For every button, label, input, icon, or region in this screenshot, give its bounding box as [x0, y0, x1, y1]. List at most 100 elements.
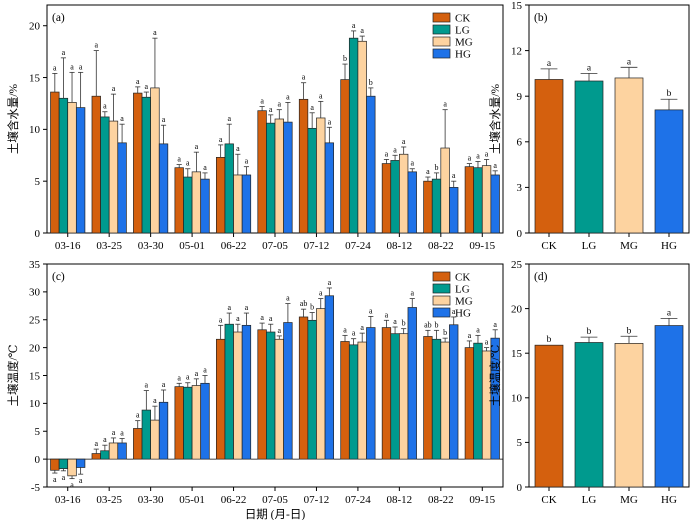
y-tick-label: -5 [31, 482, 41, 494]
significance-label: b [627, 326, 632, 336]
x-tick-label: 09-15 [469, 240, 495, 252]
legend-label: LG [455, 284, 470, 296]
bar [654, 325, 684, 488]
bar [407, 171, 417, 234]
bar [91, 453, 101, 460]
significance-label: a [103, 102, 107, 111]
significance-label: a [369, 306, 373, 315]
significance-label: a [53, 475, 57, 484]
y-tick-label: 15 [29, 72, 41, 84]
bar [50, 91, 60, 234]
significance-label: a [286, 92, 290, 101]
x-tick-label: 03-16 [55, 240, 81, 252]
legend-swatch [432, 271, 451, 282]
bar [340, 79, 350, 234]
y-tick-label: 10 [511, 393, 523, 405]
significance-label: a [79, 476, 83, 485]
bar [340, 341, 350, 460]
significance-label: a [260, 313, 264, 322]
legend-swatch [432, 36, 451, 47]
significance-label: a [452, 171, 456, 180]
significance-label: a [667, 308, 672, 318]
bar [50, 458, 60, 471]
significance-label: a [310, 103, 314, 112]
bar [283, 121, 293, 234]
bar [75, 458, 86, 468]
x-tick-label: 07-12 [304, 494, 330, 506]
significance-label: a [219, 315, 223, 324]
bar [274, 118, 284, 234]
legend-swatch [432, 307, 451, 318]
significance-label: ab [300, 299, 308, 308]
y-tick-label: 6 [517, 137, 523, 149]
y-tick-label: 25 [511, 259, 523, 271]
y-tick-label: 20 [511, 303, 523, 315]
significance-label: b [547, 335, 552, 345]
significance-label: a [328, 117, 332, 126]
significance-label: a [70, 62, 74, 71]
significance-label: b [343, 54, 347, 63]
x-tick-label: MG [620, 494, 638, 506]
significance-label: b [369, 78, 373, 87]
significance-label: a [136, 77, 140, 86]
significance-label: a [468, 331, 472, 340]
y-tick-label: 0 [517, 482, 523, 494]
bar [75, 107, 86, 234]
x-tick-label: 05-01 [179, 240, 205, 252]
significance-label: b [310, 303, 314, 312]
legend-label: HG [455, 308, 471, 320]
bar [324, 142, 335, 234]
x-tick-label: 05-01 [179, 494, 205, 506]
y-tick-label: 15 [29, 370, 41, 382]
bar [108, 120, 119, 234]
legend-swatch [432, 48, 451, 59]
x-tick-label: HG [661, 240, 677, 252]
significance-label: a [112, 428, 116, 437]
significance-label: a [236, 314, 240, 323]
bar [654, 109, 684, 234]
significance-label: a [219, 135, 223, 144]
bar [174, 386, 184, 460]
bar [266, 122, 276, 234]
bar [473, 342, 483, 460]
y-tick-label: 20 [29, 342, 41, 354]
y-axis-label: 土壤温度/℃ [6, 344, 20, 406]
significance-label: a [385, 149, 389, 158]
x-tick-label: LG [582, 240, 597, 252]
significance-label: a [343, 325, 347, 334]
bar [183, 386, 193, 460]
bar [449, 324, 459, 460]
bar [423, 336, 433, 460]
bar [200, 382, 210, 460]
legend-swatch [432, 24, 451, 35]
significance-label: a [186, 159, 190, 168]
bar [67, 458, 77, 477]
bar [357, 341, 367, 460]
y-tick-label: 15 [511, 0, 523, 12]
bar [574, 80, 604, 234]
significance-label: a [112, 84, 116, 93]
bar [298, 98, 309, 234]
significance-label: a [79, 62, 83, 71]
significance-label: a [302, 73, 306, 82]
bar [431, 178, 442, 234]
significance-label: a [278, 100, 282, 109]
x-tick-label: 07-05 [262, 494, 288, 506]
significance-label: a [203, 163, 207, 172]
y-tick-label: 9 [517, 91, 523, 103]
significance-label: b [443, 328, 447, 337]
x-tick-label: LG [582, 494, 597, 506]
bar [200, 178, 210, 234]
significance-label: a [269, 314, 273, 323]
bar [100, 450, 110, 460]
bar [141, 96, 151, 234]
y-tick-label: 3 [517, 182, 523, 194]
y-tick-label: 15 [511, 348, 523, 360]
significance-label: a [402, 137, 406, 146]
significance-label: b [587, 327, 592, 337]
bar [381, 327, 392, 460]
bar [407, 307, 417, 460]
bar [191, 385, 202, 460]
significance-label: a [485, 338, 489, 347]
significance-label: a [103, 435, 107, 444]
